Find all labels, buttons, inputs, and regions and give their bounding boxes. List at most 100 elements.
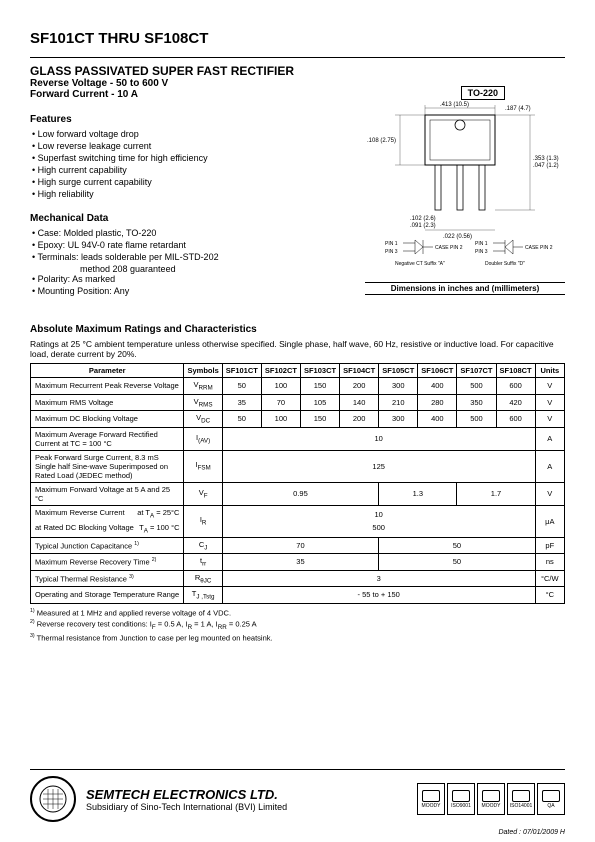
col-symbols: Symbols <box>184 364 222 378</box>
cell: 210 <box>379 394 418 411</box>
cell: VRMS <box>184 394 222 411</box>
cert-badge-icon: MOODY <box>477 783 505 815</box>
col-part: SF108CT <box>496 364 535 378</box>
table-row: Typical Thermal Resistance 3) RθJC 3 °C/… <box>31 570 565 587</box>
date-stamp: Dated : 07/01/2009 H <box>498 829 565 836</box>
table-row: Maximum Reverse Recovery Time 2) trr 35 … <box>31 554 565 571</box>
table-row: Maximum Average Forward Rectified Curren… <box>31 427 565 450</box>
company-subsidiary: Subsidiary of Sino-Tech International (B… <box>86 802 407 812</box>
cell: Peak Forward Surge Current, 8.3 mS Singl… <box>31 450 184 482</box>
cell: V <box>535 394 564 411</box>
cell: 50 <box>379 537 535 554</box>
cell: Maximum Reverse Currentat TA = 25°C at R… <box>31 505 184 537</box>
cell: VRRM <box>184 378 222 395</box>
cell: 400 <box>418 411 457 428</box>
cell: RθJC <box>184 570 222 587</box>
cell: 150 <box>300 411 339 428</box>
ratings-table: Parameter Symbols SF101CT SF102CT SF103C… <box>30 363 565 604</box>
cell: 280 <box>418 394 457 411</box>
cell: A <box>535 427 564 450</box>
cell: I(AV) <box>184 427 222 450</box>
col-part: SF101CT <box>222 364 261 378</box>
cell: 70 <box>261 394 300 411</box>
mechanical-list-2: Polarity: As marked Mounting Position: A… <box>30 274 355 296</box>
svg-text:PIN 1: PIN 1 <box>385 241 398 247</box>
cell: 100 <box>261 411 300 428</box>
to220-outline-icon: .108 (2.75) .187 (4.7) .353 (1.3) .047 (… <box>365 100 565 280</box>
cell: Maximum Reverse Recovery Time 2) <box>31 554 184 571</box>
feature-item: Low forward voltage drop <box>32 129 355 139</box>
cell: 1.7 <box>457 482 535 505</box>
cell: V <box>535 411 564 428</box>
cell: 140 <box>340 394 379 411</box>
cert-badge-icon: MOODY <box>417 783 445 815</box>
table-row: Maximum Recurrent Peak Reverse Voltage V… <box>31 378 565 395</box>
divider <box>30 57 565 58</box>
svg-text:Doubler Suffix "D": Doubler Suffix "D" <box>485 261 525 267</box>
cell: ns <box>535 554 564 571</box>
mech-item: Polarity: As marked <box>32 274 355 284</box>
mech-item: Case: Molded plastic, TO-220 <box>32 228 355 238</box>
cell: CJ <box>184 537 222 554</box>
cell: VF <box>184 482 222 505</box>
cell: 50 <box>222 378 261 395</box>
feature-item: High surge current capability <box>32 177 355 187</box>
feature-item: High current capability <box>32 165 355 175</box>
cell: Typical Junction Capacitance 1) <box>31 537 184 554</box>
cell: Operating and Storage Temperature Range <box>31 587 184 604</box>
cell: 500 <box>457 378 496 395</box>
cell: Maximum DC Blocking Voltage <box>31 411 184 428</box>
table-header-row: Parameter Symbols SF101CT SF102CT SF103C… <box>31 364 565 378</box>
svg-text:.091 (2.3): .091 (2.3) <box>410 223 436 229</box>
cell: IR <box>184 505 222 537</box>
footnote: 1) Measured at 1 MHz and applied reverse… <box>30 608 565 618</box>
cert-badge-icon: ISO9001 <box>447 783 475 815</box>
col-part: SF103CT <box>300 364 339 378</box>
ratings-description: Ratings at 25 °C ambient temperature unl… <box>30 339 565 359</box>
page-title: SF101CT THRU SF108CT <box>30 30 565 47</box>
cell: 10 <box>222 427 535 450</box>
cell: 420 <box>496 394 535 411</box>
cell: 50 <box>222 411 261 428</box>
company-name: SEMTECH ELECTRONICS LTD. <box>86 787 407 802</box>
svg-text:CASE PIN 2: CASE PIN 2 <box>525 245 553 251</box>
cell: Maximum Average Forward Rectified Curren… <box>31 427 184 450</box>
footnote: 2) Reverse recovery test conditions: IF … <box>30 619 565 631</box>
cell: 1.3 <box>379 482 457 505</box>
cell: trr <box>184 554 222 571</box>
cell: pF <box>535 537 564 554</box>
table-row: Maximum RMS Voltage VRMS 357010514021028… <box>31 394 565 411</box>
cell: 400 <box>418 378 457 395</box>
svg-text:.353 (1.3): .353 (1.3) <box>533 156 559 162</box>
cell: μA <box>535 505 564 537</box>
table-row: Operating and Storage Temperature Range … <box>31 587 565 604</box>
cell: V <box>535 378 564 395</box>
cell: 3 <box>222 570 535 587</box>
company-block: SEMTECH ELECTRONICS LTD. Subsidiary of S… <box>86 787 407 812</box>
svg-text:.102 (2.6): .102 (2.6) <box>410 216 436 222</box>
cell: 100 <box>261 378 300 395</box>
cell: Maximum RMS Voltage <box>31 394 184 411</box>
mech-indent: method 208 guaranteed <box>30 264 355 274</box>
col-part: SF106CT <box>418 364 457 378</box>
svg-text:PIN 3: PIN 3 <box>385 249 398 255</box>
cell: 70 <box>222 537 378 554</box>
cell: 350 <box>457 394 496 411</box>
cell: V <box>535 482 564 505</box>
cell: 200 <box>340 411 379 428</box>
subtitle: GLASS PASSIVATED SUPER FAST RECTIFIER <box>30 64 565 78</box>
cell: 600 <box>496 411 535 428</box>
dimension-caption: Dimensions in inches and (millimeters) <box>365 282 565 295</box>
cell: °C <box>535 587 564 604</box>
cell: VDC <box>184 411 222 428</box>
footnote: 3) Thermal resistance from Junction to c… <box>30 633 565 643</box>
feature-item: High reliability <box>32 189 355 199</box>
mechanical-list: Case: Molded plastic, TO-220 Epoxy: UL 9… <box>30 228 355 262</box>
table-row: Peak Forward Surge Current, 8.3 mS Singl… <box>31 450 565 482</box>
cell: A <box>535 450 564 482</box>
cell: - 55 to + 150 <box>222 587 535 604</box>
mechanical-heading: Mechanical Data <box>30 213 355 224</box>
svg-text:PIN 1: PIN 1 <box>475 241 488 247</box>
footer: SEMTECH ELECTRONICS LTD. Subsidiary of S… <box>30 769 565 822</box>
mech-item: Mounting Position: Any <box>32 286 355 296</box>
